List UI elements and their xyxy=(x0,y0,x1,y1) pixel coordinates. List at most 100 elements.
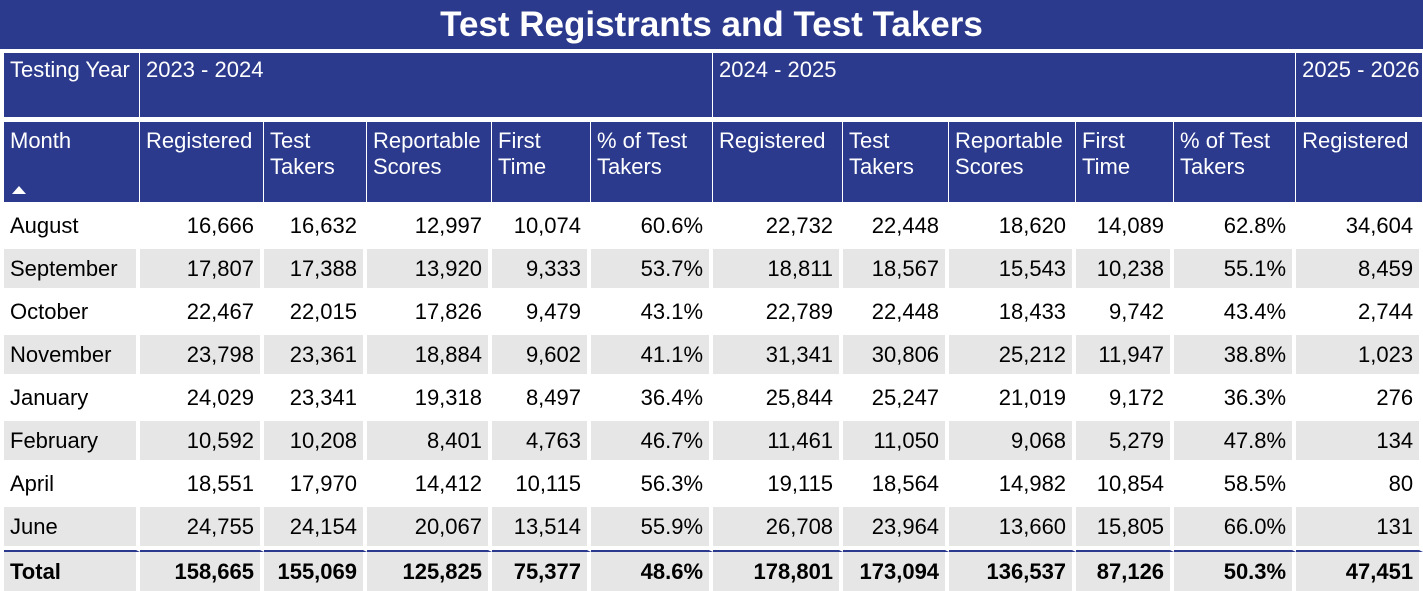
cell-test-takers: 22,015 xyxy=(264,292,367,335)
table-row[interactable]: February 10,592 10,208 8,401 4,763 46.7% 11,46… xyxy=(4,421,1423,464)
year-header-2025-2026[interactable]: 2025 - 2026 xyxy=(1296,53,1423,122)
page-title: Test Registrants and Test Takers xyxy=(0,0,1423,49)
col-reportable-scores[interactable]: Reportable Scores xyxy=(367,122,492,206)
cell-pct-test-takers: 43.1% xyxy=(591,292,714,335)
column-header-row: Month Registered Test Takers Reportable … xyxy=(4,122,1423,206)
cell-reportable-scores: 125,825 xyxy=(367,552,492,591)
cell-pct-test-takers: 60.6% xyxy=(591,206,714,249)
cell-test-takers: 17,388 xyxy=(264,249,367,292)
cell-registered: 8,459 xyxy=(1296,249,1423,292)
month-cell: September xyxy=(4,249,140,292)
col-test-takers[interactable]: Test Takers xyxy=(264,122,367,206)
cell-pct-test-takers: 58.5% xyxy=(1174,464,1297,507)
cell-pct-test-takers: 53.7% xyxy=(591,249,714,292)
divider-cell xyxy=(492,550,591,552)
table-row[interactable]: April 18,551 17,970 14,412 10,115 56.3% 19,115… xyxy=(4,464,1423,507)
cell-test-takers: 25,247 xyxy=(843,378,950,421)
total-row[interactable]: Total 158,665 155,069 125,825 75,377 48.6% 178… xyxy=(4,552,1423,591)
testing-year-header: Testing Year xyxy=(4,53,140,122)
table-row[interactable]: September 17,807 17,388 13,920 9,333 53.7% 18,… xyxy=(4,249,1423,292)
col-pct-test-takers[interactable]: % of Test Takers xyxy=(1174,122,1297,206)
cell-test-takers: 23,964 xyxy=(843,507,950,550)
cell-pct-test-takers: 43.4% xyxy=(1174,292,1297,335)
col-test-takers[interactable]: Test Takers xyxy=(843,122,950,206)
col-reportable-scores[interactable]: Reportable Scores xyxy=(949,122,1077,206)
month-cell: January xyxy=(4,378,140,421)
month-label: Month xyxy=(10,128,72,153)
cell-reportable-scores: 17,826 xyxy=(367,292,492,335)
total-divider xyxy=(4,550,1423,552)
testing-year-label: Testing Year xyxy=(10,57,130,82)
cell-test-takers: 173,094 xyxy=(843,552,950,591)
cell-reportable-scores: 8,401 xyxy=(367,421,492,464)
divider-cell xyxy=(1076,550,1175,552)
table-row[interactable]: June 24,755 24,154 20,067 13,514 55.9% 26,708 2… xyxy=(4,507,1423,550)
cell-reportable-scores: 14,412 xyxy=(367,464,492,507)
year-header-2024-2025[interactable]: 2024 - 2025 xyxy=(713,53,1297,122)
cell-registered: 22,467 xyxy=(140,292,264,335)
divider-cell xyxy=(949,550,1077,552)
cell-pct-test-takers: 36.4% xyxy=(591,378,714,421)
year-header-row: Testing Year 2023 - 2024 2024 - 2025 202… xyxy=(4,53,1423,122)
month-cell: February xyxy=(4,421,140,464)
month-cell: Total xyxy=(4,552,140,591)
cell-test-takers: 23,361 xyxy=(264,335,367,378)
table-row[interactable]: August 16,666 16,632 12,997 10,074 60.6% 22,73… xyxy=(4,206,1423,249)
cell-registered: 22,789 xyxy=(713,292,844,335)
cell-first-time: 9,333 xyxy=(492,249,591,292)
table-body: August 16,666 16,632 12,997 10,074 60.6% 22,73… xyxy=(4,206,1423,591)
cell-reportable-scores: 9,068 xyxy=(949,421,1077,464)
divider-cell xyxy=(713,550,844,552)
table-row[interactable]: November 23,798 23,361 18,884 9,602 41.1% 31,3… xyxy=(4,335,1423,378)
cell-reportable-scores: 20,067 xyxy=(367,507,492,550)
cell-registered: 80 xyxy=(1296,464,1423,507)
cell-test-takers: 24,154 xyxy=(264,507,367,550)
cell-test-takers: 10,208 xyxy=(264,421,367,464)
month-column-header[interactable]: Month xyxy=(4,122,140,206)
cell-registered: 131 xyxy=(1296,507,1423,550)
month-cell: April xyxy=(4,464,140,507)
divider-cell xyxy=(591,550,714,552)
cell-first-time: 13,514 xyxy=(492,507,591,550)
cell-reportable-scores: 13,660 xyxy=(949,507,1077,550)
cell-first-time: 9,742 xyxy=(1076,292,1175,335)
cell-test-takers: 16,632 xyxy=(264,206,367,249)
cell-test-takers: 22,448 xyxy=(843,206,950,249)
col-registered[interactable]: Registered xyxy=(713,122,844,206)
col-first-time[interactable]: First Time xyxy=(492,122,591,206)
cell-reportable-scores: 14,982 xyxy=(949,464,1077,507)
cell-pct-test-takers: 38.8% xyxy=(1174,335,1297,378)
cell-registered: 2,744 xyxy=(1296,292,1423,335)
cell-registered: 10,592 xyxy=(140,421,264,464)
cell-pct-test-takers: 36.3% xyxy=(1174,378,1297,421)
col-first-time[interactable]: First Time xyxy=(1076,122,1175,206)
cell-registered: 24,029 xyxy=(140,378,264,421)
cell-registered: 22,732 xyxy=(713,206,844,249)
cell-pct-test-takers: 55.1% xyxy=(1174,249,1297,292)
cell-pct-test-takers: 50.3% xyxy=(1174,552,1297,591)
month-cell: August xyxy=(4,206,140,249)
cell-first-time: 11,947 xyxy=(1076,335,1175,378)
col-registered[interactable]: Registered xyxy=(1296,122,1423,206)
cell-test-takers: 17,970 xyxy=(264,464,367,507)
cell-reportable-scores: 18,884 xyxy=(367,335,492,378)
sort-ascending-icon[interactable] xyxy=(12,186,26,194)
table-row[interactable]: January 24,029 23,341 19,318 8,497 36.4% 25,84… xyxy=(4,378,1423,421)
cell-pct-test-takers: 41.1% xyxy=(591,335,714,378)
cell-reportable-scores: 13,920 xyxy=(367,249,492,292)
table-row[interactable]: October 22,467 22,015 17,826 9,479 43.1% 22,78… xyxy=(4,292,1423,335)
cell-registered: 134 xyxy=(1296,421,1423,464)
cell-reportable-scores: 136,537 xyxy=(949,552,1077,591)
divider-cell xyxy=(367,550,492,552)
cell-reportable-scores: 12,997 xyxy=(367,206,492,249)
col-registered[interactable]: Registered xyxy=(140,122,264,206)
cell-first-time: 10,238 xyxy=(1076,249,1175,292)
cell-registered: 18,811 xyxy=(713,249,844,292)
cell-first-time: 9,602 xyxy=(492,335,591,378)
divider-cell xyxy=(264,550,367,552)
year-header-2023-2024[interactable]: 2023 - 2024 xyxy=(140,53,714,122)
cell-first-time: 4,763 xyxy=(492,421,591,464)
cell-first-time: 87,126 xyxy=(1076,552,1175,591)
cell-first-time: 9,479 xyxy=(492,292,591,335)
col-pct-test-takers[interactable]: % of Test Takers xyxy=(591,122,714,206)
